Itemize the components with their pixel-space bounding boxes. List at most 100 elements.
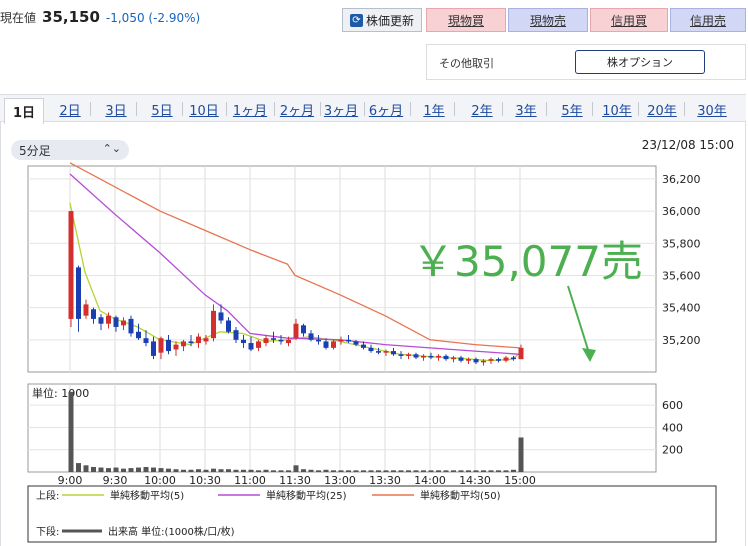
x-tick-label: 10:00 (144, 474, 176, 487)
candle-body (241, 339, 246, 344)
volume-tick-label: 200 (662, 444, 683, 457)
candle-body (346, 339, 351, 342)
candle-body (196, 336, 201, 344)
sell-price-annotation: ￥35,077売 (412, 237, 643, 286)
refresh-icon: ⟳ (349, 13, 363, 27)
interval-select[interactable]: 5分足 ⌃⌄ (11, 140, 129, 160)
period-tab-8[interactable]: 6ヶ月 (368, 103, 404, 119)
candle-body (451, 357, 456, 360)
margin-sell-button[interactable]: 信用売 (670, 8, 746, 32)
volume-bar (488, 470, 494, 472)
price-change: -1,050 (-2.90%) (105, 11, 201, 25)
period-tab-10[interactable]: 2年 (471, 103, 493, 119)
volume-bar (248, 469, 254, 472)
tab-separator (182, 102, 183, 116)
volume-bar (518, 437, 524, 472)
volume-tick-label: 400 (662, 421, 683, 434)
candle-body (91, 309, 96, 319)
price-tick-label: 36,000 (662, 205, 701, 218)
volume-bar (203, 469, 209, 472)
spot-buy-button[interactable]: 現物買 (426, 8, 506, 32)
volume-bar (338, 470, 344, 472)
tab-separator (90, 102, 91, 116)
candle-body (233, 330, 239, 340)
period-tab-11[interactable]: 3年 (515, 103, 537, 119)
candle-body (188, 341, 194, 344)
volume-bar (166, 468, 171, 472)
candle-body (218, 312, 224, 321)
candle-body (466, 359, 471, 361)
candle-body (323, 341, 329, 348)
interval-value: 5分足 (19, 143, 51, 158)
volume-bar (91, 466, 96, 472)
period-tab-6[interactable]: 2ヶ月 (279, 103, 315, 119)
volume-bar (503, 470, 509, 472)
period-tab-1[interactable]: 2日 (59, 103, 81, 119)
spot-sell-button[interactable]: 現物売 (508, 8, 588, 32)
tab-separator (410, 102, 411, 116)
candle-body (391, 351, 396, 355)
candle-body (128, 318, 134, 334)
volume-bar (308, 469, 314, 472)
volume-bar (128, 468, 134, 472)
period-tab-12[interactable]: 5年 (561, 103, 583, 119)
volume-bar (323, 469, 329, 472)
candle-body (488, 359, 494, 361)
period-tab-15[interactable]: 30年 (697, 103, 727, 119)
period-tab-0[interactable]: 1日 (4, 98, 44, 124)
candle-body (413, 354, 419, 358)
volume-bar (218, 469, 224, 472)
period-tab-7[interactable]: 3ヶ月 (323, 103, 359, 119)
tab-separator (364, 102, 365, 116)
volume-bar (331, 470, 336, 472)
tab-separator (502, 102, 503, 116)
candle-body (263, 338, 269, 344)
tab-separator (274, 102, 275, 116)
period-tab-4[interactable]: 10日 (189, 103, 219, 119)
period-tab-5[interactable]: 1ヶ月 (232, 103, 268, 119)
x-tick-label: 15:00 (504, 474, 536, 487)
volume-bar (226, 469, 231, 472)
ma-line-1 (69, 173, 521, 355)
candle-body (286, 339, 291, 344)
period-tab-3[interactable]: 5日 (151, 103, 173, 119)
stock-option-button[interactable]: 株オプション (575, 50, 705, 74)
period-tab-9[interactable]: 1年 (423, 103, 445, 119)
candle-body (316, 339, 321, 342)
volume-bar (421, 470, 426, 472)
volume-bar (293, 465, 299, 472)
volume-bar (406, 470, 411, 472)
tab-separator (592, 102, 593, 116)
candle-body (76, 267, 81, 319)
volume-bar (113, 467, 119, 472)
margin-buy-button[interactable]: 信用買 (590, 8, 668, 32)
candle-body (376, 351, 381, 353)
candle-body (481, 360, 486, 363)
period-tab-14[interactable]: 20年 (647, 103, 677, 119)
tab-separator (226, 102, 227, 116)
volume-plot-frame (27, 383, 657, 473)
candle-body (226, 320, 231, 332)
candle-body (83, 304, 89, 316)
annotation-arrow-head (582, 348, 596, 362)
quote-row: 現在値 35,150 -1,050 (-2.90%) (0, 8, 200, 30)
candle-body (211, 310, 216, 339)
x-tick-label: 14:00 (414, 474, 446, 487)
candle-body (383, 351, 389, 353)
period-tab-2[interactable]: 3日 (105, 103, 127, 119)
price-plot-frame (27, 165, 657, 373)
candle-body (331, 341, 336, 348)
volume-bar (413, 470, 419, 472)
candle-body (421, 355, 426, 358)
volume-bar (158, 468, 164, 472)
candle-body (361, 344, 366, 348)
candle-body (353, 341, 359, 345)
candle-body (398, 354, 404, 356)
volume-bar (181, 469, 186, 472)
volume-bar (383, 470, 389, 472)
refresh-price-button[interactable]: ⟳ 株価更新 (342, 8, 422, 32)
volume-bar (436, 470, 441, 472)
period-tab-13[interactable]: 10年 (602, 103, 632, 119)
volume-bar (121, 468, 126, 472)
volume-bar (76, 463, 81, 472)
